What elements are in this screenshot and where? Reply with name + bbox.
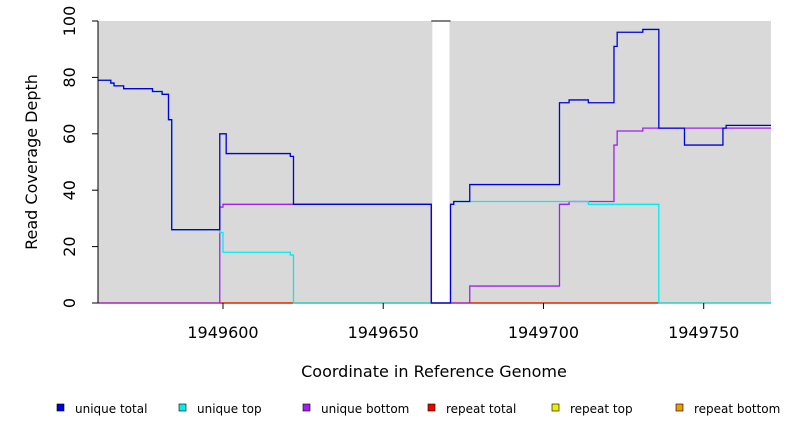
series-line-unique-total [98, 28, 771, 304]
x-tick-label: 1949600 [187, 323, 258, 342]
legend-label: repeat total [446, 402, 516, 416]
legend: unique total unique top unique bottom repea… [56, 402, 780, 416]
y-tick-label: 100 [60, 6, 79, 37]
legend-label: unique top [197, 402, 262, 416]
y-tick-label: 60 [60, 124, 79, 144]
y-tick-label: 80 [60, 67, 79, 87]
x-axis: 1949600 1949650 1949700 1949750 [187, 303, 739, 342]
y-tick-label: 20 [60, 236, 79, 256]
x-tick-label: 1949700 [508, 323, 579, 342]
x-tick-label: 1949750 [668, 323, 739, 342]
legend-label: unique bottom [321, 402, 409, 416]
legend-label: unique total [75, 402, 147, 416]
legend-swatch [427, 403, 436, 412]
legend-label: repeat top [570, 402, 633, 416]
y-axis: 0 20 40 60 80 100 [60, 6, 99, 308]
legend-item: unique top [178, 402, 262, 416]
legend-item: unique total [56, 402, 147, 416]
y-axis-title: Read Coverage Depth [22, 74, 41, 250]
coverage-gap [432, 21, 450, 303]
legend-swatch [675, 403, 684, 412]
legend-item: unique bottom [302, 402, 409, 416]
legend-item: repeat bottom [675, 402, 780, 416]
legend-item: repeat top [551, 402, 633, 416]
y-tick-label: 0 [60, 298, 79, 308]
legend-item: repeat total [427, 402, 516, 416]
legend-label: repeat bottom [694, 402, 780, 416]
series-layer [98, 28, 771, 304]
legend-swatch [302, 403, 311, 412]
legend-swatch [178, 403, 187, 412]
legend-swatch [551, 403, 560, 412]
series-line-unique-bottom [98, 127, 771, 304]
y-tick-label: 40 [60, 180, 79, 200]
x-axis-title: Coordinate in Reference Genome [301, 362, 567, 381]
x-tick-label: 1949650 [348, 323, 419, 342]
legend-swatch [56, 403, 65, 412]
